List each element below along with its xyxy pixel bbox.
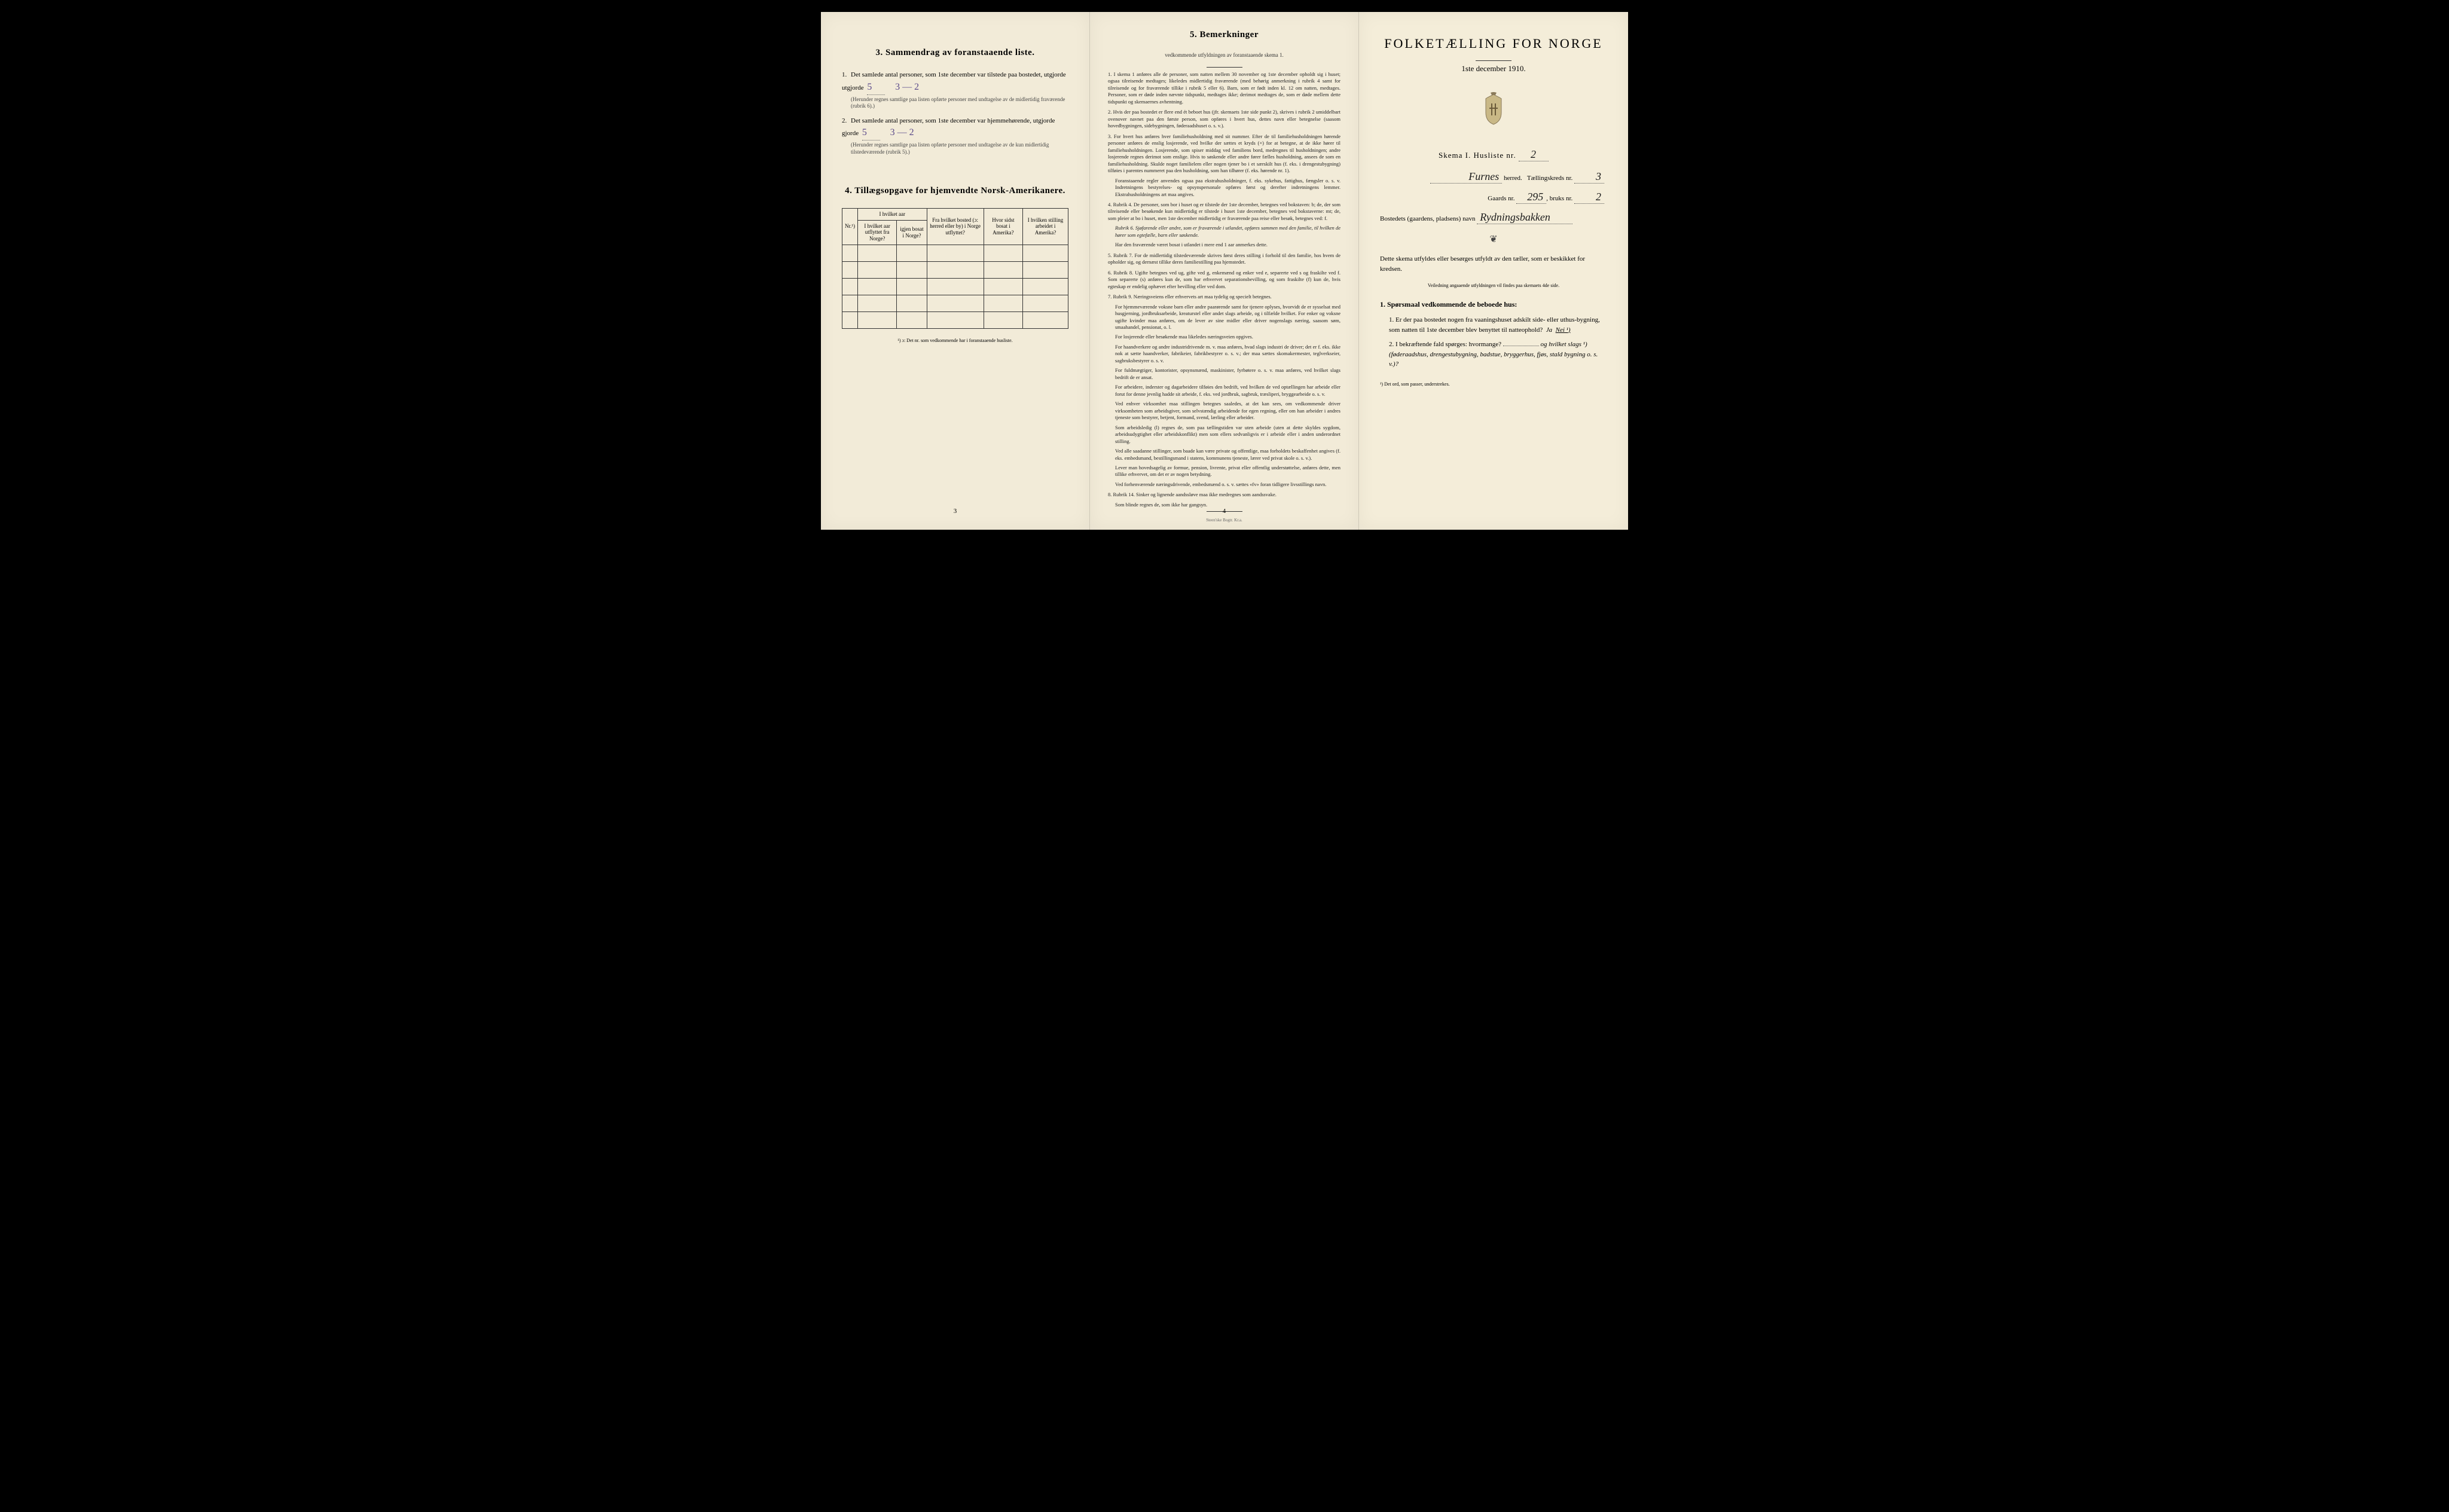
section4-footnote: ¹) ɔ: Det nr. som vedkommende har i fora… (842, 338, 1068, 343)
page-number-center: 4 (1223, 508, 1226, 515)
taellingskreds-label: Tællingskreds nr. (1527, 175, 1572, 182)
bem-7: 7. Rubrik 9. Næringsveiens eller erhverv… (1108, 294, 1340, 300)
bem-4: 4. Rubrik 4. De personer, som bor i huse… (1108, 201, 1340, 222)
bem-7c: For losjerende eller besøkende maa likel… (1115, 334, 1340, 340)
bosted-label: Bostedets (gaardens, pladsens) navn (1380, 215, 1475, 222)
instruction: Dette skema utfyldes eller besørges utfy… (1380, 254, 1607, 274)
bem-4c: Har den fraværende været bosat i utlande… (1115, 242, 1340, 248)
bosted-line: Bostedets (gaardens, pladsens) navn Rydn… (1380, 211, 1607, 224)
ornament: ❦ (1380, 233, 1607, 245)
th-igjen: igjen bosat i Norge? (897, 220, 927, 245)
q1-ja: Ja (1546, 326, 1552, 334)
bem-4b: Rubrik 6. Sjøfarende eller andre, som er… (1115, 225, 1340, 239)
th-amerika: Hvor sidst bosat i Amerika? (984, 208, 1022, 245)
bem-8: 8. Rubrik 14. Sinker og lignende aandssl… (1108, 491, 1340, 498)
schema-label: Skema I. Husliste nr. (1439, 151, 1516, 160)
item1-value: 5 (867, 80, 872, 94)
bem-3b: Foranstaaende regler anvendes ogsaa paa … (1115, 178, 1340, 198)
bem-7h: Som arbeidsledig (l) regnes de, som paa … (1115, 424, 1340, 445)
blank-field: 5 (867, 80, 885, 95)
bruks-value: 2 (1574, 191, 1604, 204)
gaards-line: Gaards nr. 295, bruks nr. 2 (1380, 191, 1607, 204)
main-title: FOLKETÆLLING FOR NORGE (1380, 36, 1607, 51)
printer-note: Steen'ske Bogtr. Kr.a. (1206, 518, 1242, 523)
table-row (842, 295, 1068, 311)
bem-7i: Ved alle saadanne stillinger, som baade … (1115, 448, 1340, 462)
document-container: 3. Sammendrag av foranstaaende liste. 1.… (821, 12, 1628, 530)
bem-6: 6. Rubrik 8. Ugifte betegnes ved ug, gif… (1108, 270, 1340, 290)
bem-7f: For arbeidere, inderster og dagarbeidere… (1115, 384, 1340, 398)
item1-note: (Herunder regnes samtlige paa listen opf… (851, 96, 1068, 110)
question-section: 1. Spørsmaal vedkommende de beboede hus:… (1380, 300, 1607, 369)
item-1: 1. Det samlede antal personer, som 1ste … (842, 70, 1068, 110)
hr (1207, 67, 1242, 68)
amerikanere-table: Nr.¹) I hvilket aar Fra hvilket bosted (… (842, 208, 1068, 329)
label-utgjorde2: gjorde (842, 130, 859, 137)
item1-num: 1. (842, 70, 847, 80)
item2-value: 5 (862, 126, 867, 140)
bosted-value: Rydningsbakken (1477, 211, 1572, 224)
table-row (842, 261, 1068, 278)
section4-title: 4. Tillægsopgave for hjemvendte Norsk-Am… (842, 186, 1068, 196)
gaards-value: 295 (1516, 191, 1546, 204)
bem-8b: Som blinde regnes de, som ikke har gangs… (1115, 502, 1340, 508)
th-aar-group: I hvilket aar (857, 208, 927, 220)
date-subtitle: 1ste december 1910. (1380, 64, 1607, 74)
item1-text: Det samlede antal personer, som 1ste dec… (851, 71, 1066, 78)
herred-label: herred. (1504, 175, 1522, 182)
page-center: 5. Bemerkninger vedkommende utfyldningen… (1090, 12, 1359, 530)
crest-icon (1479, 91, 1509, 133)
label-utgjorde: utgjorde (842, 84, 864, 91)
bem-7d: For haandverkere og andre industridriven… (1115, 344, 1340, 364)
herred-value: Furnes (1430, 170, 1502, 184)
footnote-right: ¹) Det ord, som passer, understrekes. (1380, 381, 1607, 387)
q2-num: 2. (1389, 341, 1394, 348)
bem-2: 2. Hvis der paa bostedet er flere end ét… (1108, 109, 1340, 129)
item1-hand: 3 — 2 (895, 80, 919, 94)
th-bosted: Fra hvilket bosted (ɔ: herred eller by) … (927, 208, 984, 245)
bem-7g: Ved enhver virksomhet maa stillingen bet… (1115, 401, 1340, 421)
item2-note: (Herunder regnes samtlige paa listen opf… (851, 142, 1068, 155)
q1-num: 1. (1389, 316, 1394, 323)
q2: 2. I bekræftende fald spørges: hvormange… (1389, 340, 1607, 369)
schema-value: 2 (1519, 148, 1549, 161)
crest (1380, 91, 1607, 133)
bem-7b: For hjemmeværende voksne barn eller andr… (1115, 304, 1340, 331)
bem-7j: Lever man hovedsagelig av formue, pensio… (1115, 465, 1340, 478)
bem-1: 1. I skema 1 anføres alle de personer, s… (1108, 71, 1340, 105)
item2-num: 2. (842, 116, 847, 126)
item-2: 2. Det samlede antal personer, som 1ste … (842, 116, 1068, 156)
th-nr: Nr.¹) (842, 208, 858, 245)
section5-subtitle: vedkommende utfyldningen av foranstaaend… (1108, 52, 1340, 58)
section5-title: 5. Bemerkninger (1108, 30, 1340, 40)
gaards-label: Gaards nr. (1488, 195, 1514, 202)
q-heading: 1. Spørsmaal vedkommende de beboede hus: (1380, 300, 1607, 309)
item2-text: Det samlede antal personer, som 1ste dec… (851, 117, 1055, 124)
instruction-sub: Veiledning angaaende utfyldningen vil fi… (1380, 283, 1607, 288)
q1: 1. Er der paa bostedet nogen fra vaaning… (1389, 315, 1607, 335)
bemerkninger-content: 1. I skema 1 anføres alle de personer, s… (1108, 71, 1340, 508)
bem-7e: For fuldmægtiger, kontorister, opsynsmæn… (1115, 367, 1340, 381)
bem-7k: Ved forhenværende næringsdrivende, embed… (1115, 481, 1340, 488)
taellingskreds-value: 3 (1574, 170, 1604, 184)
page-number-left: 3 (954, 508, 957, 515)
q1-nei: Nei ¹) (1556, 326, 1571, 334)
q2-text: I bekræftende fald spørges: hvormange? (1395, 341, 1501, 348)
th-utflyttet: I hvilket aar utflyttet fra Norge? (857, 220, 896, 245)
blank-field-2: 5 (862, 126, 880, 140)
schema-line: Skema I. Husliste nr. 2 (1380, 148, 1607, 161)
herred-line: Furnes herred. Tællingskreds nr. 3 (1380, 170, 1607, 184)
section3-title: 3. Sammendrag av foranstaaende liste. (842, 48, 1068, 58)
table-row (842, 245, 1068, 261)
bem-5: 5. Rubrik 7. For de midlertidig tilstede… (1108, 252, 1340, 266)
page-right: FOLKETÆLLING FOR NORGE 1ste december 191… (1359, 12, 1628, 530)
hr-title (1476, 60, 1511, 61)
table-row (842, 311, 1068, 328)
th-stilling: I hvilken stilling arbeidet i Amerika? (1023, 208, 1068, 245)
bem-3: 3. For hvert hus anføres hver familiehus… (1108, 133, 1340, 175)
table-row (842, 278, 1068, 295)
page-left: 3. Sammendrag av foranstaaende liste. 1.… (821, 12, 1090, 530)
item2-hand: 3 — 2 (890, 126, 914, 140)
bruks-label: bruks nr. (1550, 195, 1573, 202)
